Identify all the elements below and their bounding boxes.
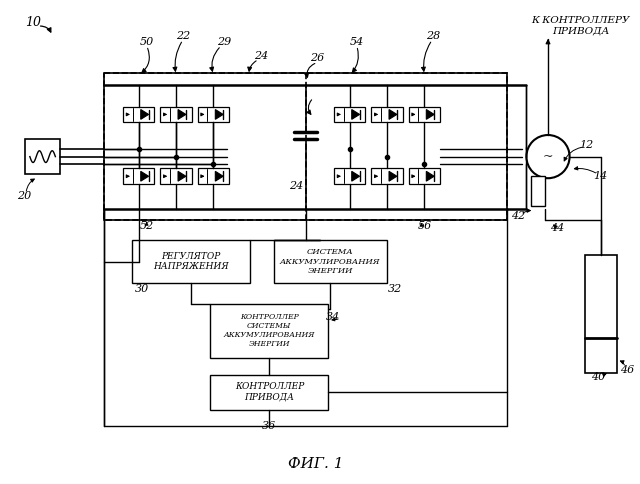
Polygon shape bbox=[215, 109, 223, 120]
Bar bbox=[274, 240, 387, 283]
Bar bbox=[198, 168, 229, 184]
Text: 22: 22 bbox=[176, 31, 190, 41]
Bar bbox=[334, 106, 365, 122]
Text: 42: 42 bbox=[511, 211, 525, 221]
Text: КОНТРОЛЛЕР
ПРИВОДА: КОНТРОЛЛЕР ПРИВОДА bbox=[235, 382, 304, 402]
Text: 34: 34 bbox=[326, 312, 340, 321]
Bar bbox=[586, 255, 617, 373]
Text: СИСТЕМА
АККУМУЛИРОВАНИЯ
ЭНЕРГИИ: СИСТЕМА АККУМУЛИРОВАНИЯ ЭНЕРГИИ bbox=[280, 248, 380, 275]
Polygon shape bbox=[178, 109, 186, 120]
Bar bbox=[25, 139, 60, 174]
Text: 14: 14 bbox=[593, 171, 607, 181]
Text: 10: 10 bbox=[25, 15, 41, 29]
Text: РЕГУЛЯТОР
НАПРЯЖЕНИЯ: РЕГУЛЯТОР НАПРЯЖЕНИЯ bbox=[153, 252, 228, 272]
Bar bbox=[161, 106, 192, 122]
Polygon shape bbox=[352, 171, 360, 181]
Bar bbox=[371, 168, 403, 184]
Polygon shape bbox=[426, 171, 434, 181]
Polygon shape bbox=[141, 171, 148, 181]
Text: 36: 36 bbox=[262, 422, 276, 432]
Text: 28: 28 bbox=[426, 31, 440, 41]
Circle shape bbox=[527, 135, 570, 178]
Bar bbox=[104, 73, 507, 220]
Text: 20: 20 bbox=[17, 191, 31, 201]
Polygon shape bbox=[389, 171, 397, 181]
Bar bbox=[409, 106, 440, 122]
Bar bbox=[123, 168, 154, 184]
Polygon shape bbox=[215, 171, 223, 181]
Text: 56: 56 bbox=[418, 221, 433, 231]
Text: 29: 29 bbox=[217, 37, 231, 47]
Text: 32: 32 bbox=[388, 284, 402, 294]
Bar bbox=[132, 240, 250, 283]
Text: 12: 12 bbox=[579, 140, 593, 150]
Bar bbox=[123, 106, 154, 122]
Text: 26: 26 bbox=[310, 54, 324, 63]
Polygon shape bbox=[389, 109, 397, 120]
Text: ~: ~ bbox=[543, 150, 553, 163]
Text: 52: 52 bbox=[140, 221, 154, 231]
Polygon shape bbox=[178, 171, 186, 181]
Text: 24: 24 bbox=[254, 50, 269, 60]
Polygon shape bbox=[426, 109, 434, 120]
Text: 40: 40 bbox=[591, 372, 605, 382]
Text: КОНТРОЛЛЕР
СИСТЕМЫ
АККУМУЛИРОВАНИЯ
ЭНЕРГИИ: КОНТРОЛЛЕР СИСТЕМЫ АККУМУЛИРОВАНИЯ ЭНЕРГ… bbox=[223, 313, 315, 348]
Bar bbox=[211, 304, 328, 358]
Text: 30: 30 bbox=[134, 284, 149, 294]
Text: 54: 54 bbox=[349, 37, 364, 47]
Bar bbox=[161, 168, 192, 184]
Text: 50: 50 bbox=[140, 37, 154, 47]
Bar bbox=[211, 376, 328, 410]
Bar bbox=[531, 176, 545, 206]
Text: 24: 24 bbox=[289, 181, 303, 191]
Polygon shape bbox=[141, 109, 148, 120]
Polygon shape bbox=[352, 109, 360, 120]
Bar bbox=[371, 106, 403, 122]
Text: 46: 46 bbox=[620, 364, 635, 375]
Bar bbox=[198, 106, 229, 122]
Text: К КОНТРОЛЛЕРУ
ПРИВОДА: К КОНТРОЛЛЕРУ ПРИВОДА bbox=[531, 16, 630, 36]
Bar bbox=[409, 168, 440, 184]
Text: 44: 44 bbox=[550, 223, 564, 233]
Text: ФИГ. 1: ФИГ. 1 bbox=[287, 457, 343, 471]
Bar bbox=[104, 73, 507, 220]
Bar bbox=[334, 168, 365, 184]
